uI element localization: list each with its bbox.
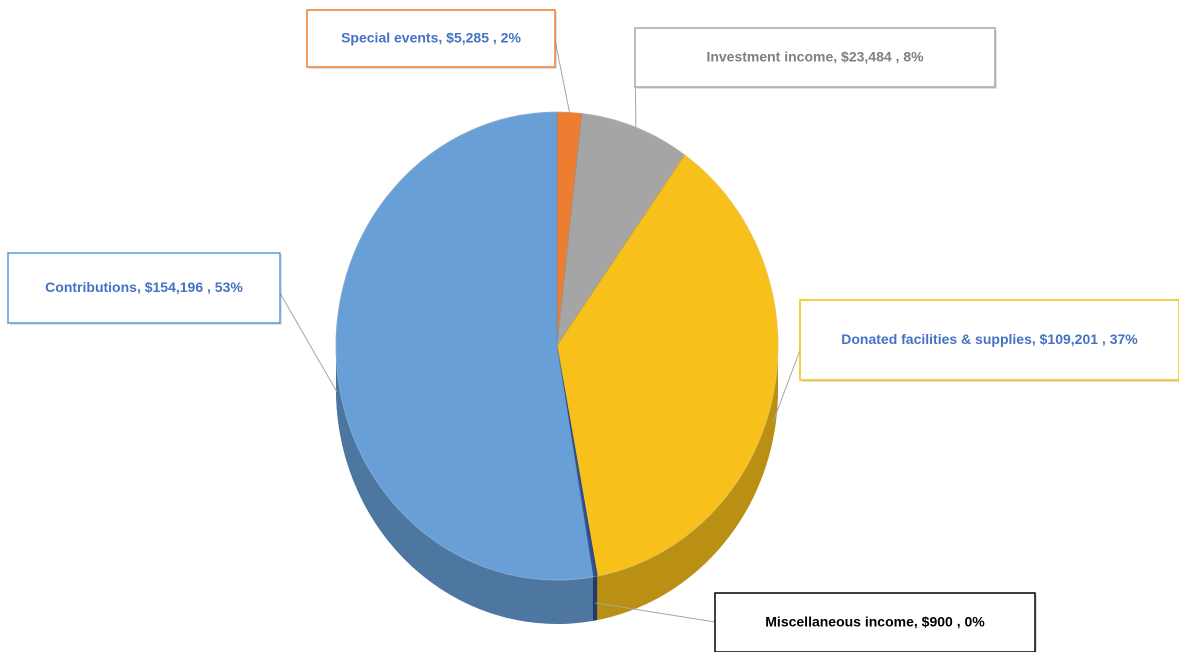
label-part: Donated facilities & supplies bbox=[841, 331, 1032, 347]
label-part: 2% bbox=[501, 29, 522, 45]
label-box bbox=[799, 299, 1179, 381]
label-part: 53% bbox=[215, 279, 244, 295]
label-part: $109,201 bbox=[1040, 331, 1099, 347]
label-part: $900 bbox=[922, 613, 953, 629]
label-part: $5,285 bbox=[446, 29, 489, 45]
leader-line bbox=[554, 39, 571, 113]
leader-line bbox=[595, 602, 716, 623]
label-part: Miscellaneous income bbox=[765, 613, 914, 629]
data-label: Donated facilities & supplies, $109,201 … bbox=[841, 331, 1138, 347]
label-part: $154,196 bbox=[145, 279, 204, 295]
pie-rim bbox=[335, 111, 779, 581]
slice bbox=[556, 154, 779, 577]
label-part: Special events bbox=[341, 29, 438, 45]
data-label: Special events, $5,285 , 2% bbox=[341, 29, 521, 45]
slice bbox=[335, 111, 594, 581]
label-part: 8% bbox=[903, 48, 924, 64]
leader-line bbox=[772, 349, 801, 423]
label-part: Contributions bbox=[45, 279, 137, 295]
leader-line bbox=[279, 292, 338, 392]
label-part: Investment income bbox=[706, 48, 833, 64]
label-box bbox=[634, 27, 996, 88]
data-label: Miscellaneous income, $900 , 0% bbox=[765, 613, 985, 629]
label-part: 0% bbox=[964, 613, 985, 629]
data-label: Contributions, $154,196 , 53% bbox=[45, 279, 243, 295]
label-box bbox=[306, 9, 556, 68]
data-label: Investment income, $23,484 , 8% bbox=[706, 48, 924, 64]
label-box bbox=[714, 592, 1036, 652]
label-part: $23,484 bbox=[841, 48, 892, 64]
label-box bbox=[7, 252, 281, 324]
slice bbox=[556, 113, 686, 347]
label-part: 37% bbox=[1110, 331, 1139, 347]
